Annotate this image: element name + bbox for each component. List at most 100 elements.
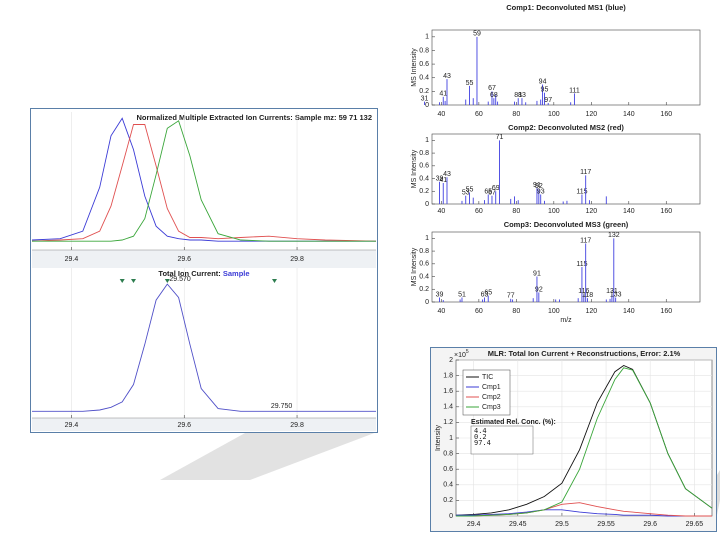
- series-line: [32, 283, 376, 412]
- y-tick-label: 0.2: [419, 188, 429, 195]
- x-tick-label: 120: [585, 111, 597, 118]
- x-tick-label: 60: [475, 308, 483, 315]
- title-text: Comp3: Deconvoluted MS3 (green): [504, 220, 629, 229]
- x-tick-label: 40: [437, 111, 445, 118]
- conc-value: 4.4: [474, 427, 487, 435]
- peak-label: 91: [533, 182, 541, 189]
- y-tick-label: 1: [425, 137, 429, 144]
- peak-label: 43: [443, 73, 451, 80]
- y-tick-label: 0: [425, 201, 429, 208]
- series-line: [456, 509, 712, 517]
- y-tick-label: 0.4: [443, 482, 453, 489]
- title-text: Comp1: Deconvoluted MS1 (blue): [506, 3, 626, 12]
- peak-label: 95: [541, 87, 549, 94]
- x-tick-label: 29.65: [686, 521, 704, 528]
- peak-label: 97: [544, 97, 552, 104]
- x-tick-label: 29.8: [290, 256, 304, 263]
- y-tick-label: 0.4: [419, 75, 429, 82]
- title-text: Total Ion Current:: [158, 269, 220, 278]
- peak-label: 39: [436, 176, 444, 183]
- y-tick-label: 0.2: [443, 497, 453, 504]
- peak-label: 59: [473, 31, 481, 38]
- y-tick-label: 0: [425, 299, 429, 306]
- y-axis-label: MS Intensity: [411, 149, 418, 188]
- peak-label: 77: [507, 293, 515, 300]
- x-tick-label: 60: [475, 208, 483, 215]
- chart-title: Comp3: Deconvoluted MS3 (green): [504, 220, 629, 229]
- y-tick-label: 0.2: [419, 286, 429, 293]
- chart-title: Total Ion Current: Sample: [158, 269, 249, 278]
- y-tick-label: 1: [449, 435, 453, 442]
- legend-label: Cmp2: [482, 394, 501, 401]
- y-tick-label: 0.6: [419, 163, 429, 170]
- peak-marker: [119, 279, 125, 283]
- conc-value: 0.2: [474, 433, 487, 441]
- legend-label: Cmp3: [482, 404, 501, 411]
- peak-label: 31: [421, 95, 429, 102]
- plot-area: [431, 231, 701, 303]
- plot-area: [431, 29, 701, 106]
- y-tick-label: 0: [449, 513, 453, 520]
- peak-label: 93: [537, 188, 545, 195]
- peak-label: 117: [580, 169, 591, 176]
- peak-label: 41: [439, 177, 447, 184]
- peak-label: 53: [462, 190, 470, 197]
- series-line: [456, 367, 713, 517]
- peak-label: 116: [578, 288, 589, 295]
- conc-value: 97.4: [474, 439, 491, 447]
- peak-label: 67: [488, 85, 496, 92]
- y-tick-label: 0.4: [419, 175, 429, 182]
- y-axis-label: Intensity: [435, 424, 442, 451]
- peak-label: 69: [492, 185, 500, 192]
- y-multiplier: ×105: [454, 349, 469, 359]
- y-tick-label: 1.6: [443, 388, 453, 395]
- x-tick-label: 160: [660, 208, 672, 215]
- peak-label: 111: [569, 87, 580, 94]
- y-tick-label: 0.6: [419, 261, 429, 268]
- chart-title: Normalized Multiple Extracted Ion Curren…: [137, 113, 373, 122]
- peak-label: 55: [466, 186, 474, 193]
- y-multiplier-base: 10: [458, 352, 466, 359]
- x-axis-label: m/z: [560, 317, 572, 324]
- x-tick-label: 100: [548, 111, 560, 118]
- series-line: [31, 124, 377, 242]
- chart-title: Comp1: Deconvoluted MS1 (blue): [506, 3, 626, 12]
- peak-label: 91: [533, 270, 541, 277]
- x-tick-label: 29.5: [555, 521, 569, 528]
- peak-label: 65: [484, 188, 492, 195]
- legend-label: TIC: [482, 374, 493, 381]
- x-tick-label: 120: [585, 308, 597, 315]
- y-tick-label: 2: [449, 357, 453, 364]
- peak-label: 43: [443, 171, 451, 178]
- y-tick-label: 1.8: [443, 372, 453, 379]
- peak-label: 92: [535, 183, 543, 190]
- peak-label: 83: [518, 92, 526, 99]
- title-text: Comp2: Deconvoluted MS2 (red): [508, 123, 624, 132]
- y-tick-label: 1: [425, 235, 429, 242]
- y-axis-label: MS Intensity: [411, 48, 418, 87]
- y-exponent: 5: [466, 349, 469, 355]
- peak-label: 71: [496, 134, 504, 141]
- peak-marker: [164, 279, 170, 283]
- peak-marker: [271, 279, 277, 283]
- peak-label: 63: [481, 291, 489, 298]
- y-tick-label: 1.2: [443, 419, 453, 426]
- x-tick-label: 100: [548, 308, 560, 315]
- y-tick-label: 0.8: [419, 47, 429, 54]
- x-tick-label: 120: [585, 208, 597, 215]
- x-tick-label: 140: [623, 308, 635, 315]
- legend-label: Cmp1: [482, 384, 501, 391]
- x-tick-label: 29.6: [643, 521, 657, 528]
- peak-label: 133: [610, 291, 622, 298]
- peak-label: 67: [488, 190, 496, 197]
- peak-label: 117: [580, 237, 591, 244]
- peak-label: 131: [606, 288, 618, 295]
- axis-band: [32, 418, 376, 431]
- y-tick-label: 1: [425, 34, 429, 41]
- x-tick-label: 60: [475, 111, 483, 118]
- y-tick-label: 0.8: [419, 150, 429, 157]
- x-tick-label: 80: [512, 208, 520, 215]
- annotation: 29.750: [271, 403, 293, 410]
- x-tick-label: 29.8: [290, 422, 304, 429]
